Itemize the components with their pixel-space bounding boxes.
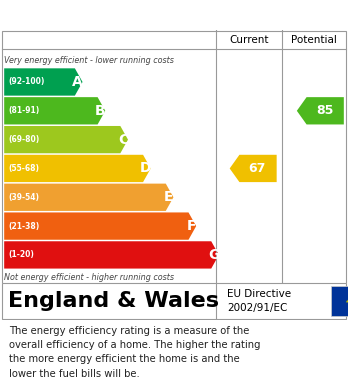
Text: (55-68): (55-68)	[8, 164, 39, 173]
Text: 67: 67	[249, 162, 266, 175]
Text: (39-54): (39-54)	[8, 193, 39, 202]
Text: The energy efficiency rating is a measure of the
overall efficiency of a home. T: The energy efficiency rating is a measur…	[9, 326, 260, 379]
FancyBboxPatch shape	[331, 286, 348, 316]
Text: (21-38): (21-38)	[8, 222, 40, 231]
Polygon shape	[4, 184, 173, 211]
Text: A: A	[72, 75, 83, 89]
Text: Energy Efficiency Rating: Energy Efficiency Rating	[9, 8, 230, 23]
Text: E: E	[164, 190, 173, 204]
Polygon shape	[4, 212, 196, 240]
Polygon shape	[4, 126, 128, 153]
Polygon shape	[4, 241, 219, 269]
Text: Very energy efficient - lower running costs: Very energy efficient - lower running co…	[4, 56, 174, 65]
Polygon shape	[4, 155, 151, 182]
Text: (69-80): (69-80)	[8, 135, 40, 144]
Text: F: F	[187, 219, 196, 233]
Text: (81-91): (81-91)	[8, 106, 40, 115]
Text: C: C	[118, 133, 128, 147]
Polygon shape	[230, 155, 277, 182]
Text: G: G	[208, 248, 220, 262]
Text: D: D	[140, 161, 151, 176]
Polygon shape	[297, 97, 344, 124]
Text: B: B	[95, 104, 105, 118]
Text: Current: Current	[229, 35, 269, 45]
Text: (1-20): (1-20)	[8, 250, 34, 259]
Text: Potential: Potential	[291, 35, 337, 45]
Text: England & Wales: England & Wales	[8, 291, 219, 311]
Text: (92-100): (92-100)	[8, 77, 45, 86]
Polygon shape	[4, 97, 105, 124]
Polygon shape	[4, 68, 82, 96]
Text: Not energy efficient - higher running costs: Not energy efficient - higher running co…	[4, 273, 174, 282]
Text: EU Directive
2002/91/EC: EU Directive 2002/91/EC	[227, 289, 291, 313]
Text: 85: 85	[316, 104, 333, 117]
